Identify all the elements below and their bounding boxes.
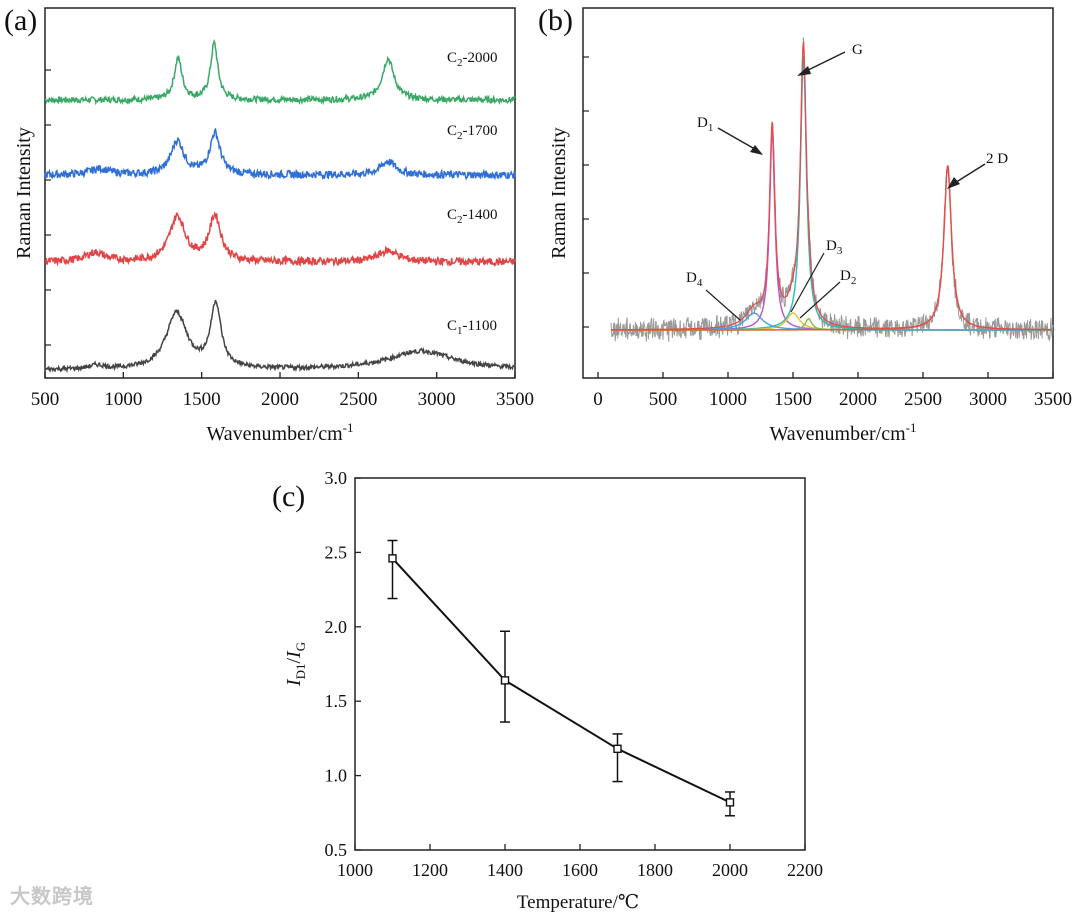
svg-text:G: G <box>852 42 863 58</box>
panel-c-series <box>388 540 736 815</box>
a-series-label-3: C1-1100 <box>447 318 497 337</box>
panel-c-xlabel: Temperature/℃ <box>517 892 639 913</box>
panel-b-ylabel: Raman Intensity <box>548 127 570 259</box>
c-ytick-label: 1.0 <box>325 766 348 786</box>
c-ytick-label: 0.5 <box>325 840 348 860</box>
panel-a-ylabel: Raman Intensity <box>13 127 35 259</box>
annotation-d1: D1 <box>697 115 763 155</box>
a-xtick-label: 3500 <box>496 389 534 410</box>
annotation-d3: D3 <box>791 238 843 312</box>
b-fit-curve <box>611 42 1053 329</box>
annotation-d4: D4 <box>686 270 740 320</box>
panel-c-ticks: 1000 1200 1400 1600 1800 2000 2200 0.5 1.0 1.5 2.0… <box>325 468 824 880</box>
annotation-d2: D2 <box>800 268 856 318</box>
panel-a-frame <box>45 8 515 378</box>
b-xtick-label: 500 <box>649 389 678 410</box>
b-xtick-label: 3500 <box>1034 389 1072 410</box>
panel-a: C2-2000 C2-1700 C2-1400 C1-1100 500 1000 1500… <box>13 8 534 445</box>
a-series-line-1 <box>45 129 515 178</box>
panel-c-frame <box>355 478 805 850</box>
c-xtick-label: 1800 <box>637 860 673 880</box>
a-series-line-2 <box>45 213 515 265</box>
b-xtick-label: 2500 <box>904 389 942 410</box>
b-raw-spectrum <box>611 37 1053 341</box>
c-data-point <box>389 555 396 562</box>
panel-a-series: C2-2000 C2-1700 C2-1400 C1-1100 <box>45 41 515 371</box>
a-xtick-label: 2500 <box>339 389 377 410</box>
a-xtick-label: 1500 <box>183 389 221 410</box>
a-series-line-3 <box>45 300 515 371</box>
a-series-label-1: C2-1700 <box>447 123 498 142</box>
c-xtick-label: 2000 <box>712 860 748 880</box>
panel-b-xlabel: Wavenumber/cm-1 <box>770 420 917 445</box>
a-series-label-2: C2-1400 <box>447 207 498 226</box>
panel-b-ticks: 0 500 1000 1500 2000 2500 3000 3500 <box>583 57 1072 410</box>
c-ytick-label: 3.0 <box>325 468 348 488</box>
b-xtick-label: 3000 <box>969 389 1007 410</box>
c-ytick-label: 2.5 <box>325 542 348 562</box>
a-xtick-label: 1000 <box>104 389 142 410</box>
b-xtick-label: 0 <box>593 389 603 410</box>
svg-text:D2: D2 <box>840 268 856 287</box>
svg-text:D3: D3 <box>826 238 843 257</box>
svg-text:D1: D1 <box>697 115 713 134</box>
panel-b-series <box>611 37 1053 341</box>
c-data-point <box>727 799 734 806</box>
chart-canvas: C2-2000 C2-1700 C2-1400 C1-1100 500 1000 1500… <box>0 0 1080 915</box>
panel-c-ylabel: ID1/IG <box>283 642 308 687</box>
c-series-line <box>393 558 731 802</box>
panel-c: 1000 1200 1400 1600 1800 2000 2200 0.5 1.0 1.5 2.0… <box>283 468 823 913</box>
annotation-2d: 2 D <box>947 151 1008 189</box>
annotation-g: G <box>797 42 863 76</box>
c-ytick-label: 2.0 <box>325 617 348 637</box>
c-xtick-label: 1000 <box>337 860 373 880</box>
b-xtick-label: 1000 <box>709 389 747 410</box>
a-series-line-0 <box>45 41 515 102</box>
panel-b: 0 500 1000 1500 2000 2500 3000 3500 Wavenumber/… <box>548 8 1072 445</box>
raman-figure: (a) (b) (c) C2-2000 C2-1700 C2-1400 C1-1100… <box>0 0 1080 915</box>
panel-a-xlabel: Wavenumber/cm-1 <box>207 420 354 445</box>
a-xtick-label: 2000 <box>261 389 299 410</box>
a-xtick-label: 3000 <box>418 389 456 410</box>
c-xtick-label: 1400 <box>487 860 523 880</box>
svg-text:D4: D4 <box>686 270 703 289</box>
a-xtick-label: 500 <box>31 389 60 410</box>
b-xtick-label: 1500 <box>774 389 812 410</box>
c-data-point <box>614 745 621 752</box>
b-xtick-label: 2000 <box>839 389 877 410</box>
watermark: 大数跨境 <box>10 880 94 909</box>
svg-text:2 D: 2 D <box>986 151 1008 167</box>
c-ytick-label: 1.5 <box>325 691 348 711</box>
a-series-label-0: C2-2000 <box>447 50 498 69</box>
c-data-point <box>502 677 509 684</box>
c-xtick-label: 1600 <box>562 860 598 880</box>
c-xtick-label: 2200 <box>787 860 823 880</box>
c-xtick-label: 1200 <box>412 860 448 880</box>
